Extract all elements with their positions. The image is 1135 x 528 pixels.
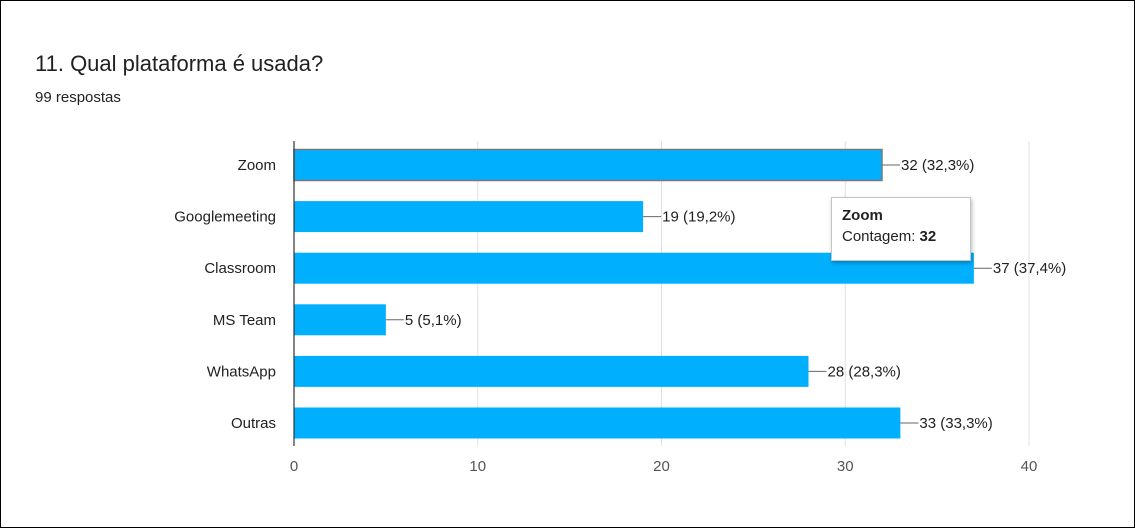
bar-3 [294,304,386,336]
bar-0 [293,148,883,182]
chart-tooltip: Zoom Contagem: 32 [831,197,971,261]
x-tick-label-1: 10 [469,458,486,475]
data-label-0: 32 (32,3%) [901,157,974,174]
category-label-1: Googlemeeting [174,209,276,226]
x-tick-label-4: 40 [1021,458,1038,475]
data-label-2: 37 (37,4%) [993,260,1066,277]
x-tick-label-0: 0 [290,458,298,475]
category-label-0: Zoom [238,157,276,174]
tooltip-title: Zoom [842,207,883,224]
question-title: 11. Qual plataforma é usada? [35,51,324,76]
bar-4 [294,355,809,387]
bar-1 [294,201,644,233]
data-label-5: 33 (33,3%) [919,415,992,432]
data-label-4: 28 (28,3%) [828,363,901,380]
response-count: 99 respostas [35,89,121,106]
category-label-5: Outras [231,415,276,432]
tooltip-label: Contagem: [842,228,916,245]
x-tick-label-2: 20 [653,458,670,475]
x-tick-label-3: 30 [837,458,854,475]
bar-5 [294,407,901,439]
data-label-3: 5 (5,1%) [405,312,462,329]
tooltip-value: 32 [919,228,937,245]
data-label-1: 19 (19,2%) [662,209,735,226]
category-label-2: Classroom [204,260,276,277]
category-label-4: WhatsApp [207,363,276,380]
category-label-3: MS Team [213,312,276,329]
